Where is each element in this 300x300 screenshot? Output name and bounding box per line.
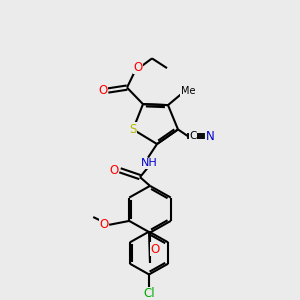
Text: Me: Me	[181, 86, 195, 97]
Text: N: N	[206, 130, 214, 143]
Text: O: O	[134, 61, 142, 74]
Text: C: C	[189, 131, 197, 141]
Text: O: O	[110, 164, 118, 177]
Text: S: S	[129, 123, 137, 136]
Text: O: O	[150, 243, 160, 256]
Text: NH: NH	[141, 158, 158, 169]
Text: Cl: Cl	[143, 287, 155, 300]
Text: O: O	[100, 218, 109, 231]
Text: O: O	[98, 84, 108, 97]
